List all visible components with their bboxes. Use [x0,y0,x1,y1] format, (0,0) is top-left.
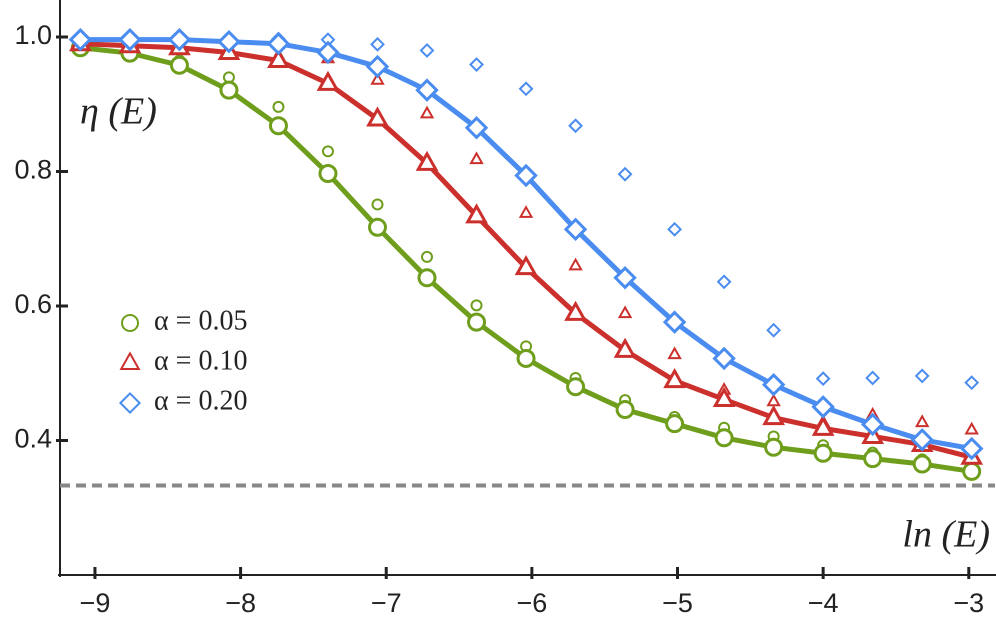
secondary-point [371,198,384,211]
data-point [714,428,734,448]
x-tick-label: −9 [80,588,111,618]
secondary-point [914,368,930,384]
data-point [415,78,439,102]
data-point [665,414,685,434]
data-point [761,372,786,397]
legend-label: α = 0.20 [154,385,247,416]
x-tick-label: −6 [516,588,547,618]
data-point [863,449,883,469]
secondary-point [518,81,534,97]
data-point [417,268,437,288]
secondary-point [914,414,930,428]
data-point [118,27,142,52]
data-point [366,106,389,127]
data-point [662,310,687,334]
y-tick-label: 0.6 [14,289,52,319]
data-point [860,412,885,437]
data-point [219,80,239,100]
x-tick-label: −3 [953,588,984,618]
secondary-point [865,370,881,386]
data-point [712,346,736,371]
secondary-point [667,346,682,360]
secondary-point [469,57,484,72]
x-axis-label: ln (E) [902,514,990,556]
secondary-point [964,375,980,391]
secondary-point [667,221,683,237]
secondary-point [419,43,435,58]
data-point [962,461,982,481]
y-tick-label: 1.0 [14,20,52,50]
data-point [514,255,538,276]
data-point [910,428,934,452]
data-point [217,29,241,54]
data-point [564,300,587,321]
secondary-point [469,151,484,165]
secondary-point [470,299,483,312]
legend-label: α = 0.05 [154,305,247,336]
secondary-point [518,205,534,218]
x-tick-label: −7 [371,588,402,618]
data-point [811,395,835,419]
data-point [613,337,637,358]
data-point [367,217,387,237]
data-point [318,164,338,184]
secondary-point [370,36,385,52]
legend-marker [118,391,142,415]
secondary-point [964,421,979,435]
data-point [266,31,291,56]
data-point [68,27,93,52]
secondary-point [272,100,285,113]
data-point [762,404,785,426]
secondary-point [370,71,385,85]
y-tick-label: 0.8 [14,155,52,185]
secondary-point [568,257,583,271]
secondary-point [766,322,782,338]
y-tick-label: 0.4 [14,424,52,454]
x-tick-label: −5 [662,588,693,618]
x-tick-label: −4 [808,588,839,618]
data-point [268,116,288,136]
data-point [467,312,487,332]
legend-label: α = 0.10 [154,345,247,376]
data-point [365,54,390,79]
secondary-point [815,371,831,387]
data-point [813,443,833,463]
data-point [316,70,340,91]
data-point [169,55,189,75]
secondary-point [568,118,583,134]
data-point [663,367,686,389]
data-point [415,150,439,171]
x-tick-label: −8 [225,588,256,618]
secondary-point [321,145,334,158]
data-point [811,415,835,436]
secondary-point [617,305,633,319]
data-point [764,437,784,457]
legend-marker [119,351,141,370]
secondary-point [617,166,633,182]
data-point [712,386,736,407]
legend-marker [121,314,139,332]
data-point [465,203,488,224]
secondary-point [419,105,435,119]
data-point [316,40,340,65]
data-point [613,266,637,290]
data-point [516,348,536,368]
y-axis-label: η (E) [80,91,157,133]
data-point [514,163,538,188]
data-point [167,27,192,52]
data-point [566,377,586,397]
data-point [464,116,489,140]
data-point [959,436,984,461]
secondary-point [421,250,434,263]
data-point [912,454,932,474]
data-point [615,400,635,420]
data-point [267,47,290,69]
secondary-point [716,274,732,290]
data-point [563,217,588,242]
